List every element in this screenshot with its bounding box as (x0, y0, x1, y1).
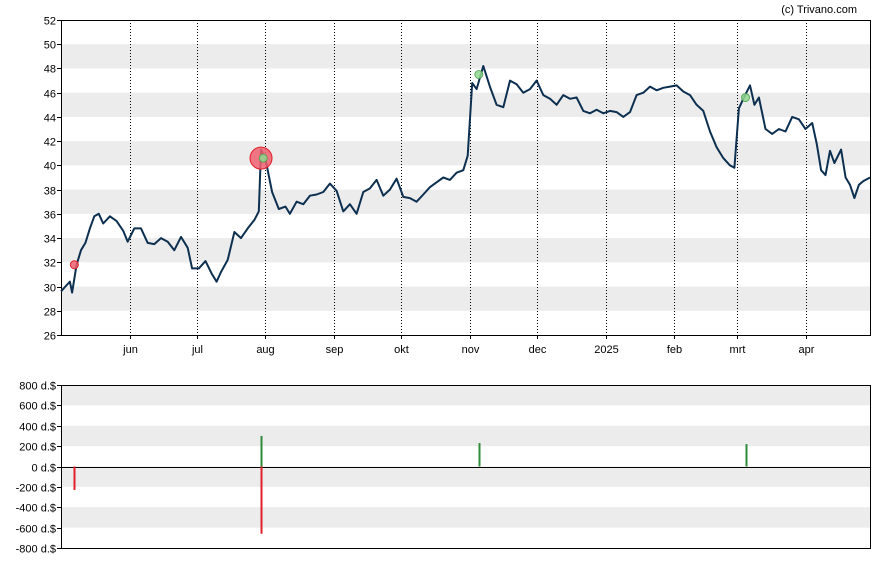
volume-band (61, 507, 870, 528)
y-tick-label: 42 (44, 137, 56, 149)
x-tick-label: apr (799, 344, 815, 356)
price-frame-border (61, 20, 871, 336)
x-tick-label: feb (667, 344, 682, 356)
volume-y-axis: 800 d.$ 600 d.$ 400 d.$ 200 d.$ 0 d.$ -200 d.… (16, 381, 61, 556)
buy-marker (474, 70, 484, 79)
volume-y-tick-label: 600 d.$ (19, 401, 56, 413)
volume-y-tick-label: 800 d.$ (19, 381, 56, 393)
sell-marker (69, 260, 79, 270)
volume-chart-bands (61, 385, 870, 528)
price-band (61, 286, 870, 311)
trade-markers (69, 70, 750, 270)
y-tick-label: 48 (44, 64, 56, 76)
y-tick-label: 46 (44, 89, 56, 101)
y-tick-label: 50 (44, 40, 56, 52)
x-tick-label: okt (394, 344, 409, 356)
x-tick-label: jun (122, 344, 138, 356)
price-band (61, 238, 870, 263)
x-tick-label: dec (529, 344, 547, 356)
price-series (60, 65, 871, 294)
volume-y-tick-label: 200 d.$ (19, 442, 56, 454)
x-tick-label: nov (462, 344, 480, 356)
volume-y-tick-label: 0 d.$ (32, 463, 56, 475)
x-tick-label: aug (256, 344, 274, 356)
buy-marker (741, 93, 750, 102)
y-tick-label: 40 (44, 161, 56, 173)
y-tick-label: 30 (44, 283, 56, 295)
volume-y-tick-label: -400 d.$ (16, 503, 56, 515)
volume-y-tick-label: 400 d.$ (19, 422, 56, 434)
volume-band (61, 385, 870, 406)
price-chart-bands (61, 44, 870, 311)
y-tick-label: 28 (44, 307, 56, 319)
y-tick-label: 36 (44, 210, 56, 222)
price-x-axis: jun jul aug sep okt nov dec 2025 feb mrt apr (122, 335, 815, 356)
price-band (61, 44, 870, 69)
volume-y-tick-label: -200 d.$ (16, 483, 56, 495)
volume-y-tick-label: -800 d.$ (16, 544, 56, 556)
x-tick-label: jul (191, 344, 203, 356)
price-line (60, 65, 871, 294)
x-tick-label: sep (326, 344, 344, 356)
y-tick-label: 26 (44, 331, 56, 343)
price-chart-frame (61, 20, 871, 336)
price-band (61, 92, 870, 117)
y-tick-label: 34 (44, 234, 56, 246)
price-band (61, 189, 870, 214)
volume-bars (73, 435, 748, 534)
x-tick-label: 2025 (594, 344, 618, 356)
volume-y-tick-label: -600 d.$ (16, 524, 56, 536)
y-tick-label: 38 (44, 186, 56, 198)
price-y-axis: 26 28 30 32 34 36 38 40 42 44 46 48 50 52 (44, 16, 61, 343)
x-tick-label: mrt (730, 344, 746, 356)
volume-band (61, 466, 870, 487)
y-tick-label: 52 (44, 16, 56, 28)
buy-marker (258, 153, 268, 163)
y-tick-label: 44 (44, 113, 56, 125)
volume-band (61, 425, 870, 447)
volume-chart-frame (61, 385, 871, 549)
y-tick-label: 32 (44, 258, 56, 270)
credit-label: (c) Trivano.com (781, 4, 857, 16)
